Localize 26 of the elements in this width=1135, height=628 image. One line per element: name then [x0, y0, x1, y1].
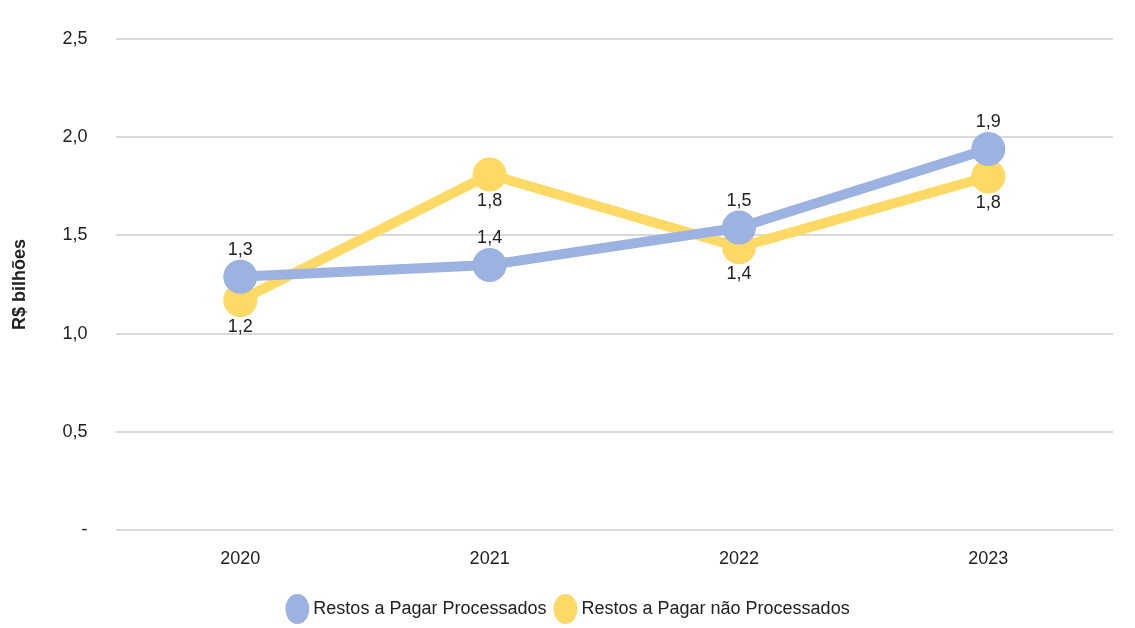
point	[472, 157, 507, 192]
point	[472, 247, 507, 282]
x-tick-label: 2020	[220, 548, 261, 569]
legend-label: Restos a Pagar não Processados	[581, 597, 850, 618]
y-axis-title: R$ bilhões	[8, 239, 29, 331]
y-tick-label: -	[81, 519, 88, 540]
point	[223, 259, 258, 294]
x-tick-label: 2022	[718, 548, 760, 569]
data-label: 1,4	[477, 226, 503, 247]
data-label: 1,5	[726, 189, 752, 210]
x-tick-label: 2023	[968, 548, 1009, 569]
y-tick-label: 0,5	[62, 421, 88, 442]
data-label: 1,8	[975, 192, 1001, 213]
data-label: 1,8	[477, 190, 503, 211]
y-tick-label: 1,0	[62, 322, 88, 343]
legend-label: Restos a Pagar Processados	[313, 597, 547, 618]
data-label: 1,2	[227, 316, 253, 337]
y-tick-label: 1,5	[62, 224, 88, 245]
point	[971, 131, 1006, 166]
y-tick-label: 2,0	[62, 126, 88, 147]
data-label: 1,9	[975, 110, 1001, 131]
data-label: 1,4	[726, 263, 752, 284]
x-tick-label: 2021	[469, 548, 510, 569]
point	[721, 210, 756, 245]
y-tick-label: 2,5	[62, 27, 88, 48]
data-label: 1,3	[227, 238, 253, 259]
